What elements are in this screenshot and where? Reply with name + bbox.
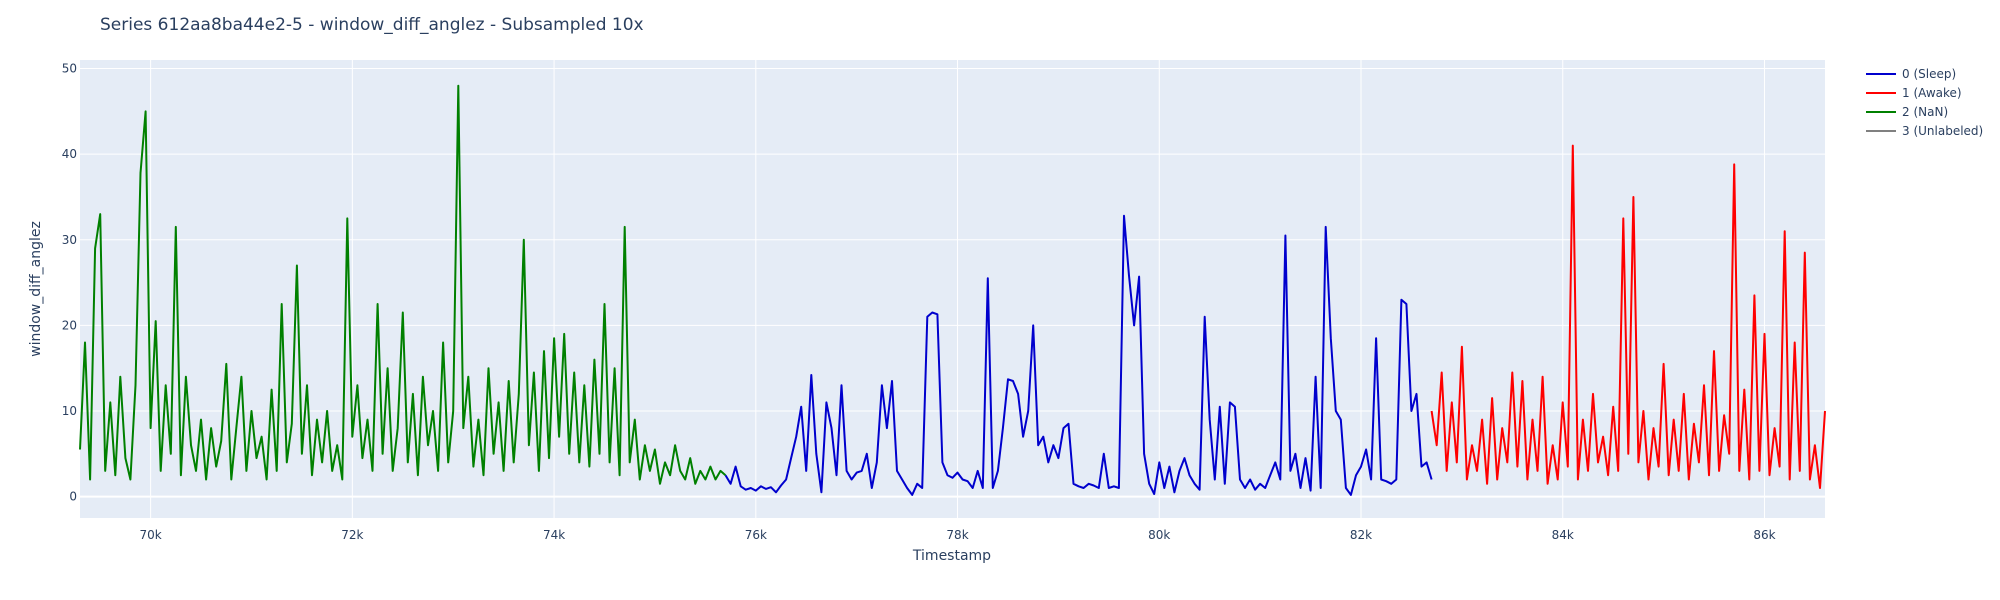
plot-area[interactable] [80,60,1825,518]
legend: 0 (Sleep) 1 (Awake) 2 (NaN) 3 (Unlabeled) [1866,67,1983,138]
chart-title: Series 612aa8ba44e2-5 - window_diff_angl… [100,15,644,35]
x-tick-label: 76k [745,528,767,542]
legend-label: 0 (Sleep) [1902,67,1956,81]
series-line-2[interactable] [79,84,727,485]
y-axis-title: window_diff_anglez [28,221,44,357]
x-tick-label: 74k [543,528,565,542]
series-layer [79,84,1826,496]
x-tick-label: 86k [1753,528,1775,542]
y-tick-label: 10 [62,404,77,418]
legend-item[interactable]: 2 (NaN) [1866,105,1948,119]
legend-label: 3 (Unlabeled) [1902,124,1983,138]
x-tick-label: 78k [946,528,968,542]
x-axis-ticks: 70k 72k 74k 76k 78k 80k 82k 84k 86k [139,528,1775,542]
series-line-0[interactable] [724,214,1433,496]
y-tick-label: 0 [69,490,77,504]
x-tick-label: 72k [341,528,363,542]
series-line-1[interactable] [1430,144,1826,489]
y-tick-label: 50 [62,62,77,76]
grid [80,60,1825,518]
legend-label: 2 (NaN) [1902,105,1948,119]
y-tick-label: 40 [62,147,77,161]
legend-item[interactable]: 0 (Sleep) [1866,67,1956,81]
x-tick-label: 80k [1148,528,1170,542]
y-tick-label: 20 [62,318,77,332]
y-axis-ticks: 0 10 20 30 40 50 [62,62,77,504]
y-tick-label: 30 [62,233,77,247]
legend-label: 1 (Awake) [1902,86,1962,100]
x-tick-label: 84k [1552,528,1574,542]
legend-item[interactable]: 1 (Awake) [1866,86,1962,100]
x-tick-label: 70k [139,528,161,542]
legend-item[interactable]: 3 (Unlabeled) [1866,124,1983,138]
x-axis-title: Timestamp [912,548,991,564]
x-tick-label: 82k [1350,528,1372,542]
